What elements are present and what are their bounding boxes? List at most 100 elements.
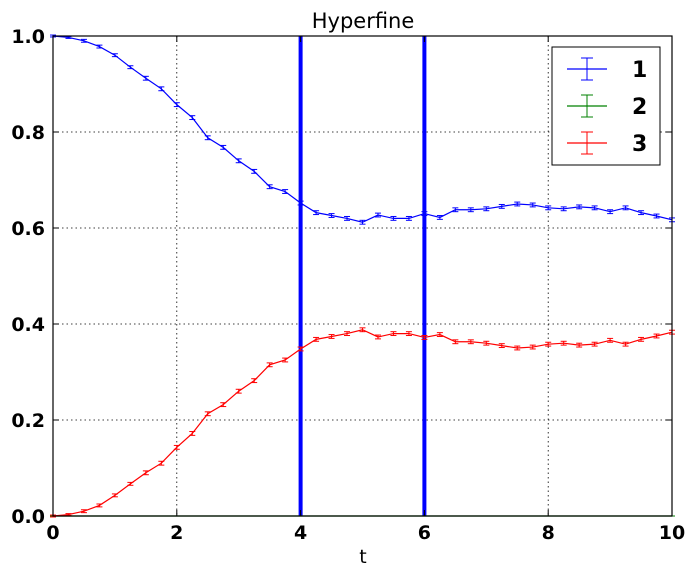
series-1 [50, 34, 675, 225]
error-bar [297, 200, 304, 206]
error-bar [467, 207, 474, 213]
error-bar [251, 378, 258, 384]
error-bar [436, 215, 443, 220]
y-tick-label: 0.4 [11, 314, 45, 336]
x-tick-label: 4 [294, 522, 307, 544]
x-tick-label: 8 [542, 522, 555, 544]
legend-item-2: 2 [567, 94, 647, 120]
error-bar [266, 184, 273, 190]
axis-ticks: 0 2 4 6 8 10 0.0 0.2 0.4 0.6 0.8 1.0 [11, 26, 685, 544]
error-bar [421, 211, 428, 217]
error-bar [529, 344, 536, 350]
error-bar [266, 362, 273, 368]
error-bar [514, 201, 521, 207]
legend-label: 1 [632, 58, 647, 83]
x-tick-label: 2 [170, 522, 183, 544]
error-bar [405, 215, 412, 221]
error-bar [297, 346, 304, 352]
error-bar [127, 481, 134, 486]
error-bar [591, 341, 598, 347]
error-bar [483, 206, 490, 212]
error-bar [173, 102, 180, 108]
error-bar [328, 334, 335, 339]
error-bar [576, 204, 583, 210]
error-bar [344, 331, 351, 337]
error-bar [483, 340, 490, 346]
error-bar [452, 207, 459, 213]
error-bar [653, 213, 660, 219]
error-bar [591, 205, 598, 211]
error-bar [158, 460, 165, 466]
error-bar [653, 333, 660, 339]
error-bar [374, 334, 381, 340]
error-bar [189, 115, 196, 121]
error-bar [529, 202, 536, 208]
error-bar [560, 340, 567, 346]
error-bar [80, 509, 87, 514]
y-tick-label: 1.0 [11, 26, 45, 48]
x-axis-label: t [359, 546, 366, 568]
error-bar [282, 189, 289, 194]
legend-label: 3 [632, 132, 647, 157]
error-bar [421, 335, 428, 340]
legend-label: 2 [632, 95, 647, 120]
error-bar [514, 345, 521, 351]
x-tick-label: 10 [659, 522, 685, 544]
error-bar [127, 65, 134, 70]
error-bar [189, 431, 196, 436]
error-bar [204, 135, 211, 141]
error-bar [452, 339, 459, 345]
x-tick-label: 6 [418, 522, 431, 544]
error-bar [220, 144, 227, 150]
error-bar [158, 86, 165, 92]
error-bar [390, 215, 397, 221]
error-bar [622, 205, 629, 211]
vertical-marker-lines [298, 36, 427, 516]
legend-item-3: 3 [567, 131, 647, 157]
y-tick-label: 0.6 [11, 218, 45, 240]
error-bar [328, 213, 335, 218]
error-bar [80, 38, 87, 43]
legend-errorbar-icon [567, 131, 607, 155]
x-tick-label: 0 [46, 522, 59, 544]
error-bar [282, 357, 289, 363]
legend: 1 2 3 [551, 46, 661, 166]
error-bar [173, 444, 180, 450]
error-bar [96, 44, 103, 49]
error-bar [638, 336, 645, 342]
error-bar [498, 203, 505, 209]
error-bar [111, 53, 118, 58]
legend-errorbar-icon [567, 94, 607, 118]
error-bar [142, 75, 149, 81]
error-bar [111, 493, 118, 498]
legend-errorbar-icon [567, 57, 607, 81]
error-bar [622, 341, 629, 347]
y-tick-label: 0.0 [11, 506, 45, 528]
error-bar [638, 210, 645, 216]
error-bar [142, 470, 149, 476]
error-bar [96, 503, 103, 508]
error-bar [359, 219, 366, 225]
error-bar [405, 331, 412, 337]
y-tick-label: 0.8 [11, 122, 45, 144]
series-3 [50, 327, 675, 518]
error-bar [313, 336, 320, 342]
series-line [52, 329, 673, 517]
chart-title: Hyperfine [312, 9, 415, 33]
error-bar [545, 341, 552, 347]
error-bar [313, 210, 320, 216]
legend-item-1: 1 [567, 57, 647, 83]
error-bar [545, 205, 552, 211]
error-bar [251, 168, 258, 174]
error-bar [498, 343, 505, 349]
error-bar [436, 332, 443, 337]
error-bar [359, 327, 366, 333]
error-bar [374, 212, 381, 218]
error-bar [560, 206, 567, 212]
error-bar [390, 331, 397, 337]
error-bar [607, 209, 614, 215]
error-bar [467, 339, 474, 345]
error-bar [220, 402, 227, 408]
error-bar [576, 342, 583, 348]
